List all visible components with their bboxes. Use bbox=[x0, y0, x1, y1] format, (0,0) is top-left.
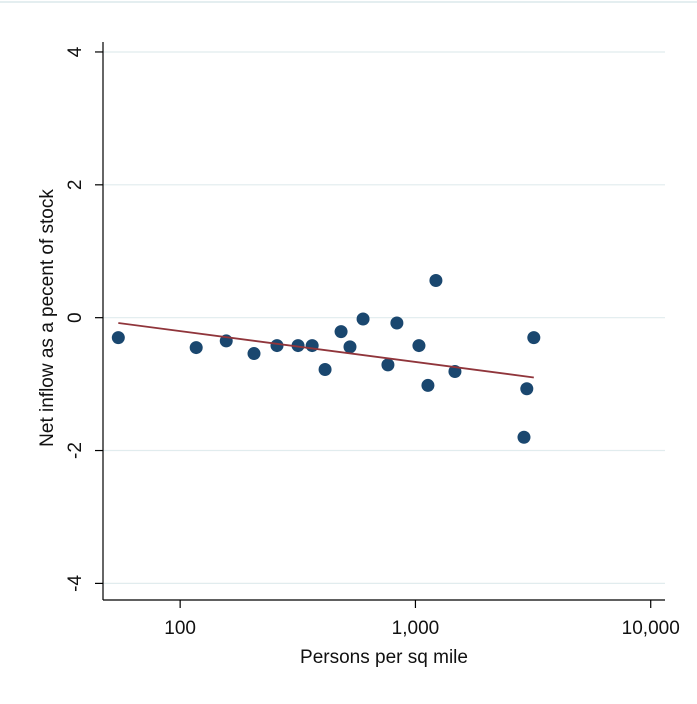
y-tick-label: -4 bbox=[65, 575, 86, 592]
y-tick-label: 2 bbox=[65, 180, 86, 191]
point bbox=[189, 341, 203, 355]
point bbox=[305, 339, 319, 353]
point bbox=[343, 340, 357, 354]
point bbox=[520, 382, 534, 396]
point bbox=[247, 347, 261, 361]
point bbox=[390, 316, 404, 330]
point bbox=[111, 331, 125, 345]
point bbox=[381, 358, 395, 372]
point bbox=[527, 331, 541, 345]
y-axis-title: Net inflow as a pecent of stock bbox=[37, 189, 58, 447]
point bbox=[517, 430, 531, 444]
fit-line bbox=[118, 322, 534, 379]
point bbox=[318, 362, 332, 376]
point bbox=[270, 339, 284, 353]
x-tick-label: 100 bbox=[164, 618, 196, 639]
point bbox=[291, 339, 305, 353]
point bbox=[356, 312, 370, 326]
y-tick-label: 0 bbox=[65, 312, 86, 323]
y-tick-label: 4 bbox=[65, 46, 86, 57]
point bbox=[412, 339, 426, 353]
point bbox=[334, 325, 348, 339]
x-axis-title: Persons per sq mile bbox=[300, 647, 468, 668]
x-tick-label: 10,000 bbox=[622, 618, 680, 639]
y-tick-label: -2 bbox=[65, 442, 86, 459]
point bbox=[429, 273, 443, 287]
x-tick-label: 1,000 bbox=[392, 618, 440, 639]
point bbox=[421, 378, 435, 392]
